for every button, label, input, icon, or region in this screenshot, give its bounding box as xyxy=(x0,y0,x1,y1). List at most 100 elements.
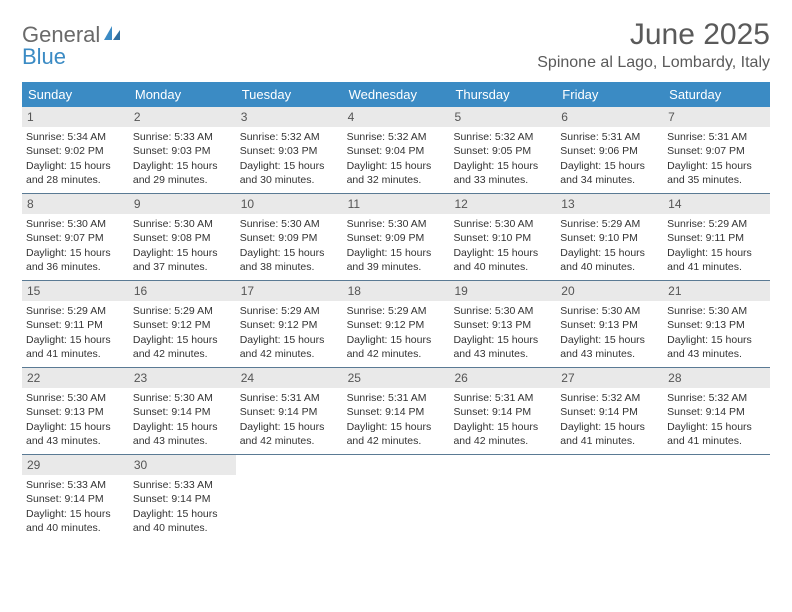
sunrise-line: Sunrise: 5:30 AM xyxy=(133,217,232,231)
daylight-line-2: and 28 minutes. xyxy=(26,173,125,187)
daylight-line-2: and 40 minutes. xyxy=(133,521,232,535)
daylight-line-1: Daylight: 15 hours xyxy=(560,246,659,260)
sunrise-line: Sunrise: 5:31 AM xyxy=(347,391,446,405)
daylight-line-1: Daylight: 15 hours xyxy=(560,159,659,173)
sunrise-line: Sunrise: 5:32 AM xyxy=(240,130,339,144)
day-cell: 30Sunrise: 5:33 AMSunset: 9:14 PMDayligh… xyxy=(129,455,236,541)
day-number: 3 xyxy=(236,107,343,127)
day-cell: 20Sunrise: 5:30 AMSunset: 9:13 PMDayligh… xyxy=(556,281,663,367)
day-header: Monday xyxy=(129,82,236,107)
daylight-line-1: Daylight: 15 hours xyxy=(133,507,232,521)
sunset-line: Sunset: 9:14 PM xyxy=(347,405,446,419)
daylight-line-1: Daylight: 15 hours xyxy=(560,333,659,347)
day-number: 29 xyxy=(22,455,129,475)
location-subtitle: Spinone al Lago, Lombardy, Italy xyxy=(537,54,770,72)
day-header: Tuesday xyxy=(236,82,343,107)
daylight-line-2: and 42 minutes. xyxy=(347,347,446,361)
day-cell: 12Sunrise: 5:30 AMSunset: 9:10 PMDayligh… xyxy=(449,194,556,280)
daylight-line-1: Daylight: 15 hours xyxy=(26,507,125,521)
sunrise-line: Sunrise: 5:29 AM xyxy=(240,304,339,318)
week-row: 1Sunrise: 5:34 AMSunset: 9:02 PMDaylight… xyxy=(22,107,770,194)
day-header: Friday xyxy=(556,82,663,107)
sunrise-line: Sunrise: 5:30 AM xyxy=(26,217,125,231)
day-cell: 22Sunrise: 5:30 AMSunset: 9:13 PMDayligh… xyxy=(22,368,129,454)
daylight-line-1: Daylight: 15 hours xyxy=(667,333,766,347)
day-number: 12 xyxy=(449,194,556,214)
sunrise-line: Sunrise: 5:30 AM xyxy=(133,391,232,405)
day-number: 9 xyxy=(129,194,236,214)
daylight-line-2: and 35 minutes. xyxy=(667,173,766,187)
day-number: 26 xyxy=(449,368,556,388)
daylight-line-2: and 33 minutes. xyxy=(453,173,552,187)
day-cell xyxy=(449,455,556,541)
day-cell: 4Sunrise: 5:32 AMSunset: 9:04 PMDaylight… xyxy=(343,107,450,193)
daylight-line-2: and 40 minutes. xyxy=(26,521,125,535)
sunrise-line: Sunrise: 5:29 AM xyxy=(667,217,766,231)
day-number: 13 xyxy=(556,194,663,214)
sunset-line: Sunset: 9:14 PM xyxy=(240,405,339,419)
day-number: 14 xyxy=(663,194,770,214)
day-cell: 26 Sunrise: 5:31 AMSunset: 9:14 PMDayligh… xyxy=(449,368,556,454)
day-cell xyxy=(236,455,343,541)
sunrise-line: Sunrise: 5:29 AM xyxy=(133,304,232,318)
daylight-line-2: and 38 minutes. xyxy=(240,260,339,274)
sunset-line: Sunset: 9:12 PM xyxy=(240,318,339,332)
day-number: 7 xyxy=(663,107,770,127)
daylight-line-2: and 43 minutes. xyxy=(26,434,125,448)
sunset-line: Sunset: 9:14 PM xyxy=(26,492,125,506)
day-cell: 24Sunrise: 5:31 AMSunset: 9:14 PMDayligh… xyxy=(236,368,343,454)
sunrise-line: Sunrise: 5:32 AM xyxy=(453,130,552,144)
day-cell: 17Sunrise: 5:29 AMSunset: 9:12 PMDayligh… xyxy=(236,281,343,367)
week-row: 8Sunrise: 5:30 AMSunset: 9:07 PMDaylight… xyxy=(22,194,770,281)
sunset-line: Sunset: 9:14 PM xyxy=(453,405,552,419)
daylight-line-1: Daylight: 15 hours xyxy=(667,246,766,260)
day-cell: 5Sunrise: 5:32 AMSunset: 9:05 PMDaylight… xyxy=(449,107,556,193)
daylight-line-2: and 41 minutes. xyxy=(560,434,659,448)
daylight-line-1: Daylight: 15 hours xyxy=(347,246,446,260)
day-number: 24 xyxy=(236,368,343,388)
day-number: 27 xyxy=(556,368,663,388)
sunset-line: Sunset: 9:10 PM xyxy=(453,231,552,245)
day-number: 25 xyxy=(343,368,450,388)
title-block: June 2025 Spinone al Lago, Lombardy, Ita… xyxy=(537,18,770,72)
daylight-line-1: Daylight: 15 hours xyxy=(240,159,339,173)
sunrise-line: Sunrise: 5:31 AM xyxy=(453,391,552,405)
sunset-line: Sunset: 9:13 PM xyxy=(453,318,552,332)
daylight-line-1: Daylight: 15 hours xyxy=(453,420,552,434)
daylight-line-2: and 42 minutes. xyxy=(240,347,339,361)
sunset-line: Sunset: 9:13 PM xyxy=(667,318,766,332)
day-header: Thursday xyxy=(449,82,556,107)
daylight-line-1: Daylight: 15 hours xyxy=(26,420,125,434)
daylight-line-2: and 30 minutes. xyxy=(240,173,339,187)
week-row: 15Sunrise: 5:29 AMSunset: 9:11 PMDayligh… xyxy=(22,281,770,368)
day-cell: 19Sunrise: 5:30 AMSunset: 9:13 PMDayligh… xyxy=(449,281,556,367)
sunset-line: Sunset: 9:14 PM xyxy=(133,405,232,419)
day-header-row: SundayMondayTuesdayWednesdayThursdayFrid… xyxy=(22,82,770,107)
sunrise-line: Sunrise: 5:32 AM xyxy=(667,391,766,405)
daylight-line-2: and 39 minutes. xyxy=(347,260,446,274)
sunset-line: Sunset: 9:14 PM xyxy=(667,405,766,419)
day-number: 11 xyxy=(343,194,450,214)
daylight-line-1: Daylight: 15 hours xyxy=(667,159,766,173)
day-number: 8 xyxy=(22,194,129,214)
sunset-line: Sunset: 9:14 PM xyxy=(560,405,659,419)
sunset-line: Sunset: 9:11 PM xyxy=(667,231,766,245)
day-cell: 23Sunrise: 5:30 AMSunset: 9:14 PMDayligh… xyxy=(129,368,236,454)
month-title: June 2025 xyxy=(537,18,770,52)
day-number: 30 xyxy=(129,455,236,475)
daylight-line-2: and 41 minutes. xyxy=(667,434,766,448)
day-number: 6 xyxy=(556,107,663,127)
header: General Blue June 2025 Spinone al Lago, … xyxy=(22,18,770,72)
week-row: 29Sunrise: 5:33 AMSunset: 9:14 PMDayligh… xyxy=(22,455,770,541)
day-cell: 18Sunrise: 5:29 AMSunset: 9:12 PMDayligh… xyxy=(343,281,450,367)
sunrise-line: Sunrise: 5:29 AM xyxy=(347,304,446,318)
daylight-line-2: and 41 minutes. xyxy=(667,260,766,274)
sunset-line: Sunset: 9:03 PM xyxy=(240,144,339,158)
sunset-line: Sunset: 9:04 PM xyxy=(347,144,446,158)
daylight-line-2: and 42 minutes. xyxy=(240,434,339,448)
day-number: 2 xyxy=(129,107,236,127)
daylight-line-2: and 42 minutes. xyxy=(347,434,446,448)
sunset-line: Sunset: 9:13 PM xyxy=(26,405,125,419)
sunset-line: Sunset: 9:09 PM xyxy=(347,231,446,245)
day-cell: 15Sunrise: 5:29 AMSunset: 9:11 PMDayligh… xyxy=(22,281,129,367)
